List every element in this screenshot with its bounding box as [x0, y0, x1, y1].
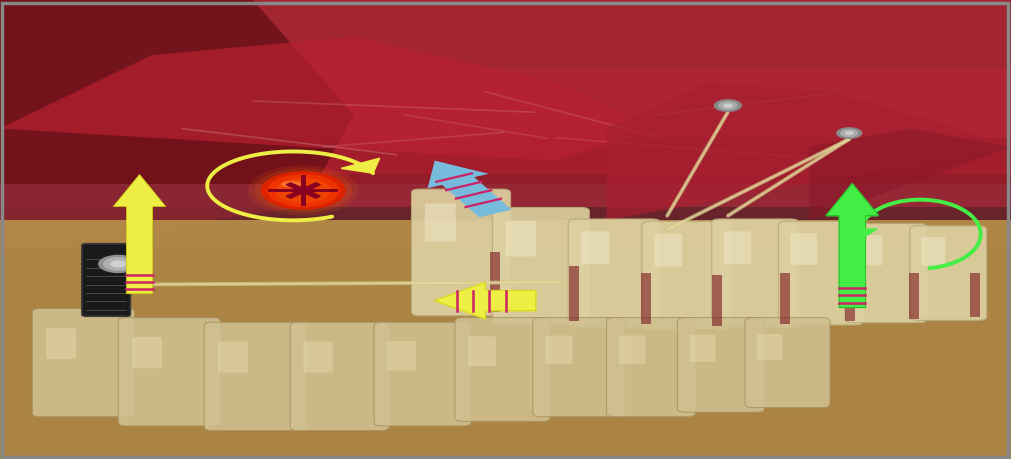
FancyBboxPatch shape: [690, 335, 716, 362]
FancyBboxPatch shape: [290, 322, 389, 431]
Circle shape: [840, 129, 858, 137]
PathPatch shape: [809, 129, 1011, 220]
FancyBboxPatch shape: [909, 273, 919, 319]
FancyBboxPatch shape: [131, 337, 162, 368]
FancyBboxPatch shape: [82, 244, 130, 316]
FancyBboxPatch shape: [580, 231, 610, 264]
FancyBboxPatch shape: [745, 318, 830, 408]
Polygon shape: [113, 174, 166, 294]
Circle shape: [276, 178, 331, 203]
FancyBboxPatch shape: [32, 308, 134, 417]
FancyBboxPatch shape: [654, 234, 682, 267]
FancyBboxPatch shape: [568, 219, 660, 327]
FancyBboxPatch shape: [411, 189, 511, 316]
FancyBboxPatch shape: [455, 318, 550, 421]
FancyBboxPatch shape: [0, 0, 1011, 174]
FancyBboxPatch shape: [546, 336, 572, 364]
FancyBboxPatch shape: [204, 322, 306, 431]
FancyBboxPatch shape: [845, 273, 855, 321]
FancyBboxPatch shape: [0, 220, 1011, 459]
PathPatch shape: [607, 83, 1011, 220]
Circle shape: [110, 260, 126, 268]
FancyBboxPatch shape: [533, 318, 625, 417]
FancyBboxPatch shape: [921, 237, 945, 266]
Polygon shape: [286, 183, 320, 198]
FancyBboxPatch shape: [45, 328, 76, 359]
Polygon shape: [286, 183, 320, 198]
Circle shape: [267, 174, 340, 207]
FancyBboxPatch shape: [569, 266, 579, 321]
Circle shape: [255, 168, 352, 213]
Circle shape: [261, 171, 346, 210]
Polygon shape: [428, 161, 512, 217]
FancyBboxPatch shape: [791, 233, 817, 265]
FancyBboxPatch shape: [425, 203, 456, 242]
FancyBboxPatch shape: [506, 221, 536, 257]
FancyBboxPatch shape: [0, 69, 1011, 207]
Circle shape: [836, 127, 862, 139]
Circle shape: [723, 103, 733, 108]
FancyBboxPatch shape: [0, 0, 1011, 184]
Polygon shape: [841, 229, 878, 240]
FancyBboxPatch shape: [845, 224, 927, 323]
FancyBboxPatch shape: [490, 252, 500, 312]
FancyBboxPatch shape: [269, 189, 338, 192]
FancyBboxPatch shape: [0, 0, 1011, 138]
Ellipse shape: [281, 181, 302, 188]
FancyBboxPatch shape: [910, 226, 987, 320]
Circle shape: [718, 101, 738, 110]
FancyBboxPatch shape: [712, 219, 799, 327]
FancyBboxPatch shape: [724, 231, 751, 264]
Circle shape: [844, 131, 854, 135]
Circle shape: [714, 99, 742, 112]
Circle shape: [98, 255, 139, 273]
FancyBboxPatch shape: [970, 273, 980, 317]
Polygon shape: [826, 184, 879, 308]
PathPatch shape: [0, 0, 354, 252]
FancyBboxPatch shape: [0, 184, 1011, 248]
FancyBboxPatch shape: [300, 175, 306, 206]
FancyBboxPatch shape: [712, 275, 722, 326]
FancyBboxPatch shape: [492, 207, 589, 325]
FancyBboxPatch shape: [468, 336, 496, 366]
FancyBboxPatch shape: [780, 273, 791, 324]
Polygon shape: [341, 158, 379, 173]
FancyBboxPatch shape: [218, 341, 248, 373]
Circle shape: [103, 257, 133, 271]
FancyBboxPatch shape: [118, 318, 220, 426]
PathPatch shape: [0, 37, 657, 161]
Polygon shape: [435, 282, 536, 319]
Circle shape: [248, 165, 359, 216]
FancyBboxPatch shape: [303, 341, 333, 373]
FancyBboxPatch shape: [641, 273, 651, 324]
FancyBboxPatch shape: [677, 318, 764, 412]
FancyBboxPatch shape: [374, 322, 471, 426]
FancyBboxPatch shape: [607, 318, 696, 417]
FancyBboxPatch shape: [778, 221, 863, 325]
FancyBboxPatch shape: [856, 235, 883, 265]
FancyBboxPatch shape: [619, 336, 645, 364]
FancyBboxPatch shape: [387, 341, 416, 371]
FancyBboxPatch shape: [757, 334, 783, 360]
FancyBboxPatch shape: [642, 221, 731, 330]
